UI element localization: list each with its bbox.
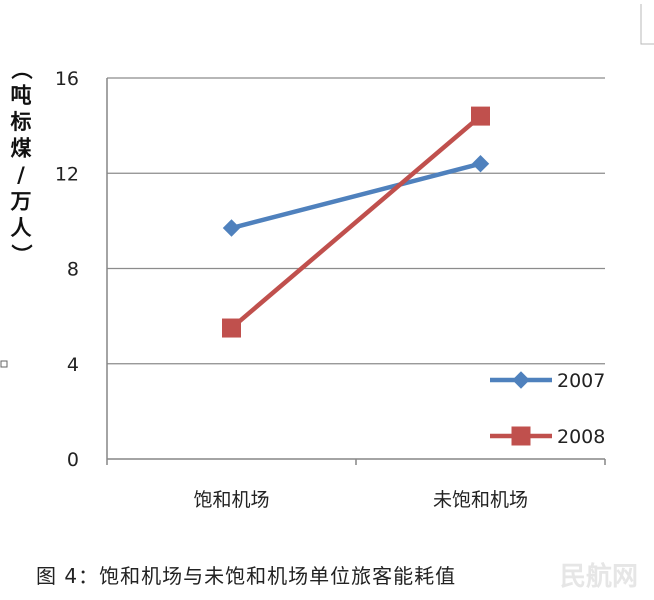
series-2008 xyxy=(222,106,490,338)
data-point-2007 xyxy=(471,155,490,173)
gridlines xyxy=(107,77,605,365)
y-axis-label-char: 吨 xyxy=(11,84,32,108)
data-point-2008 xyxy=(471,106,490,126)
y-axis-label-char: 煤 xyxy=(11,137,32,161)
y-tick-label-16: 16 xyxy=(55,68,79,90)
y-tick-label-8: 8 xyxy=(67,259,79,281)
y-axis-label-char: ） xyxy=(9,244,33,265)
series-2007 xyxy=(222,155,490,237)
y-tick-label-0: 0 xyxy=(67,449,79,471)
series-line-2008 xyxy=(229,113,483,331)
watermark-text: 民航网 xyxy=(560,561,638,592)
text-anchor-marker xyxy=(0,360,8,368)
y-axis-label-char: 人 xyxy=(11,216,32,240)
x-category-labels: 饱和机场 未饱和机场 xyxy=(193,489,528,511)
legend: 2007 2008 xyxy=(490,370,605,448)
x-axis-ticks xyxy=(106,459,606,465)
y-axis-label-char: 万 xyxy=(10,190,32,214)
legend-label: 2007 xyxy=(557,370,605,392)
legend-marker xyxy=(511,426,531,446)
figure-caption: 图 4：饱和机场与未饱和机场单位旅客能耗值 xyxy=(36,564,456,588)
y-axis-label-char: 标 xyxy=(11,110,32,134)
x-category-label: 未饱和机场 xyxy=(433,489,528,511)
data-series xyxy=(222,106,490,338)
data-point-2008 xyxy=(222,318,241,338)
y-axis-label-char: （ xyxy=(9,59,33,80)
y-tick-label-12: 12 xyxy=(55,163,79,185)
series-line-2007 xyxy=(229,161,483,231)
y-tick-labels: 0 4 8 12 16 xyxy=(55,68,79,471)
legend-item-2008: 2008 xyxy=(490,426,605,448)
x-category-label: 饱和机场 xyxy=(193,489,269,511)
y-tick-label-4: 4 xyxy=(67,354,79,376)
data-point-2007 xyxy=(222,219,241,237)
legend-item-2007: 2007 xyxy=(490,370,605,392)
y-axis-label: （ 吨标煤/ 万人 ） xyxy=(9,59,33,266)
page-corner-mark xyxy=(640,4,654,45)
legend-marker xyxy=(512,371,530,389)
legend-label: 2008 xyxy=(557,426,605,448)
y-axis-label-char: / xyxy=(17,163,25,187)
